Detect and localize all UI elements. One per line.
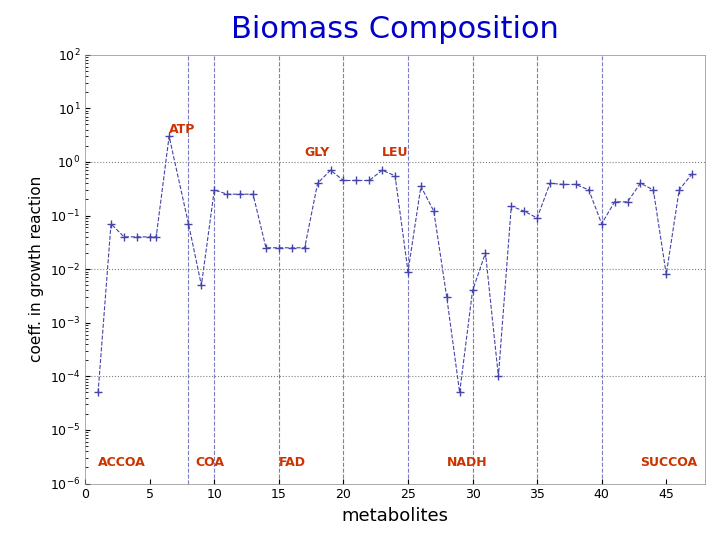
Text: GLY: GLY [305,146,330,159]
Text: ACCOA: ACCOA [98,456,146,469]
Text: NADH: NADH [446,456,487,469]
Text: ATP: ATP [169,123,196,136]
Y-axis label: coeff. in growth reaction: coeff. in growth reaction [30,176,45,362]
Title: Biomass Composition: Biomass Composition [231,15,559,44]
Text: COA: COA [195,456,224,469]
Text: LEU: LEU [382,146,409,159]
Text: FAD: FAD [279,456,306,469]
X-axis label: metabolites: metabolites [341,507,449,525]
Text: SUCCOA: SUCCOA [640,456,698,469]
